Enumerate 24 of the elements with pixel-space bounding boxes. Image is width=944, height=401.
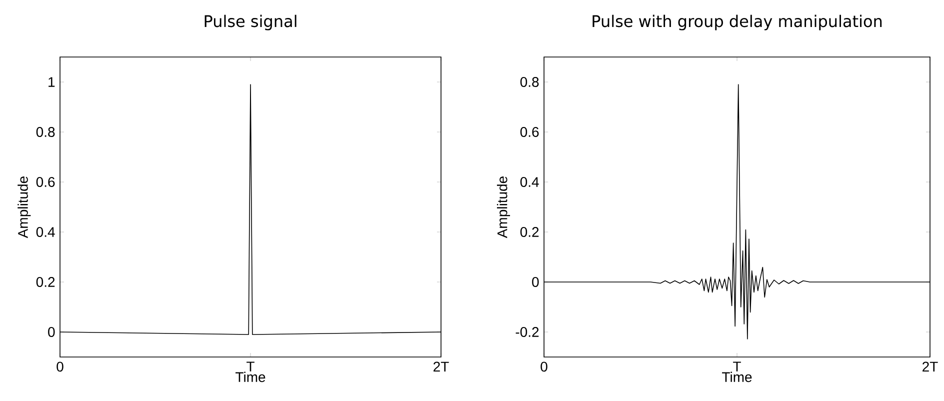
- y-tick-label: 0.8: [520, 77, 539, 87]
- x-tick-label: 0: [56, 362, 64, 372]
- chart-title: Pulse signal: [204, 14, 296, 30]
- chart-title: Pulse with group delay manipulation: [592, 14, 882, 30]
- y-tick-label: 0: [532, 277, 539, 287]
- x-axis-title: Time: [722, 372, 752, 382]
- y-tick-label: 0: [48, 327, 55, 337]
- x-tick-label: 2T: [922, 362, 938, 372]
- y-tick-label: 0.6: [520, 127, 539, 137]
- y-tick-label: 0.6: [36, 177, 55, 187]
- x-tick-label: 2T: [434, 362, 449, 372]
- y-axis-title: Amplitude: [18, 176, 31, 238]
- x-tick-label: T: [246, 362, 254, 372]
- y-tick-label: 0.2: [36, 277, 55, 287]
- y-tick-label: -0.2: [516, 327, 539, 337]
- y-tick-label: 0.4: [36, 227, 55, 237]
- y-tick-label: 1: [48, 77, 55, 87]
- y-axis-title: Amplitude: [496, 176, 510, 238]
- x-tick-label: T: [733, 362, 741, 372]
- x-axis-title: Time: [236, 372, 266, 382]
- y-tick-label: 0.4: [520, 177, 539, 187]
- y-tick-label: 0.2: [520, 227, 539, 237]
- y-tick-label: 0.8: [36, 127, 55, 137]
- x-tick-label: 0: [540, 362, 548, 372]
